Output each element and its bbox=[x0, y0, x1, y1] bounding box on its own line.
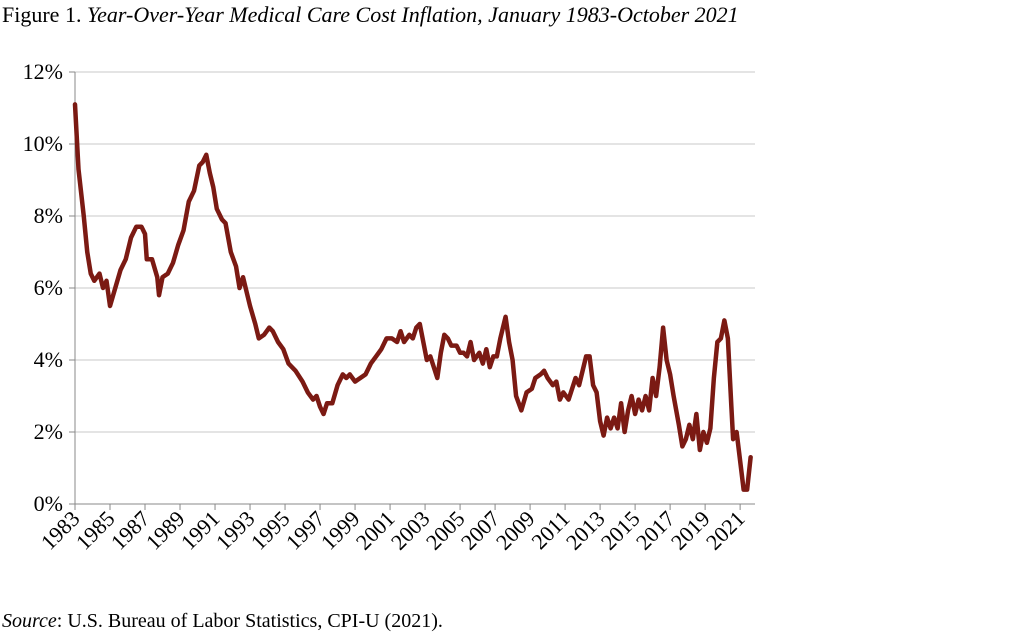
x-tick-label: 2021 bbox=[701, 506, 750, 555]
source-text: : U.S. Bureau of Labor Statistics, CPI-U… bbox=[57, 610, 443, 632]
y-tick-label: 4% bbox=[34, 347, 63, 372]
title-text: Year-Over-Year Medical Care Cost Inflati… bbox=[87, 2, 739, 27]
y-tick-label: 10% bbox=[23, 131, 63, 156]
y-tick-label: 0% bbox=[34, 491, 63, 516]
source-label: Source bbox=[2, 610, 57, 632]
chart-title: Figure 1. Year-Over-Year Medical Care Co… bbox=[2, 2, 739, 27]
source-note: Source: U.S. Bureau of Labor Statistics,… bbox=[2, 610, 443, 632]
y-tick-label: 6% bbox=[34, 275, 63, 300]
data-line bbox=[72, 102, 753, 492]
title-prefix: Figure 1. bbox=[2, 2, 81, 27]
y-tick-label: 12% bbox=[23, 59, 63, 84]
y-tick-label: 8% bbox=[34, 203, 63, 228]
y-tick-label: 2% bbox=[34, 419, 63, 444]
